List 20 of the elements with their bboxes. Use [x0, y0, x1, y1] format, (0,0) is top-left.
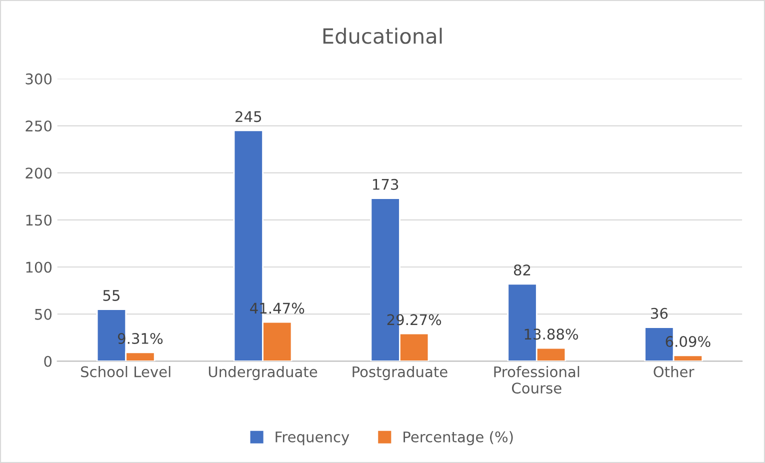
y-tick-label: 150: [26, 214, 52, 226]
chart-title: Educational: [323, 28, 442, 44]
x-tick-label: Professional Course: [494, 366, 580, 394]
y-tick-label: 250: [26, 120, 52, 132]
y-tick-label: 200: [26, 168, 52, 179]
y-tick-label: 300: [26, 73, 52, 84]
legend-label: Frequency: [276, 432, 350, 446]
y-tick-label: 100: [26, 262, 52, 273]
data-label: 173: [373, 178, 398, 190]
data-label: 55: [103, 290, 120, 301]
legend-label: Percentage (%): [404, 431, 513, 446]
data-label: 36: [651, 308, 668, 319]
x-tick-label: Postgraduate: [352, 366, 448, 380]
y-tick-label: 0: [44, 356, 52, 367]
x-tick-label: School Level: [81, 366, 170, 378]
x-tick-label: Other: [654, 366, 694, 378]
data-label: 245: [236, 111, 262, 122]
y-tick-label: 50: [35, 308, 52, 320]
x-tick-label: Undergraduate: [208, 366, 318, 380]
data-label: 82: [514, 264, 530, 276]
